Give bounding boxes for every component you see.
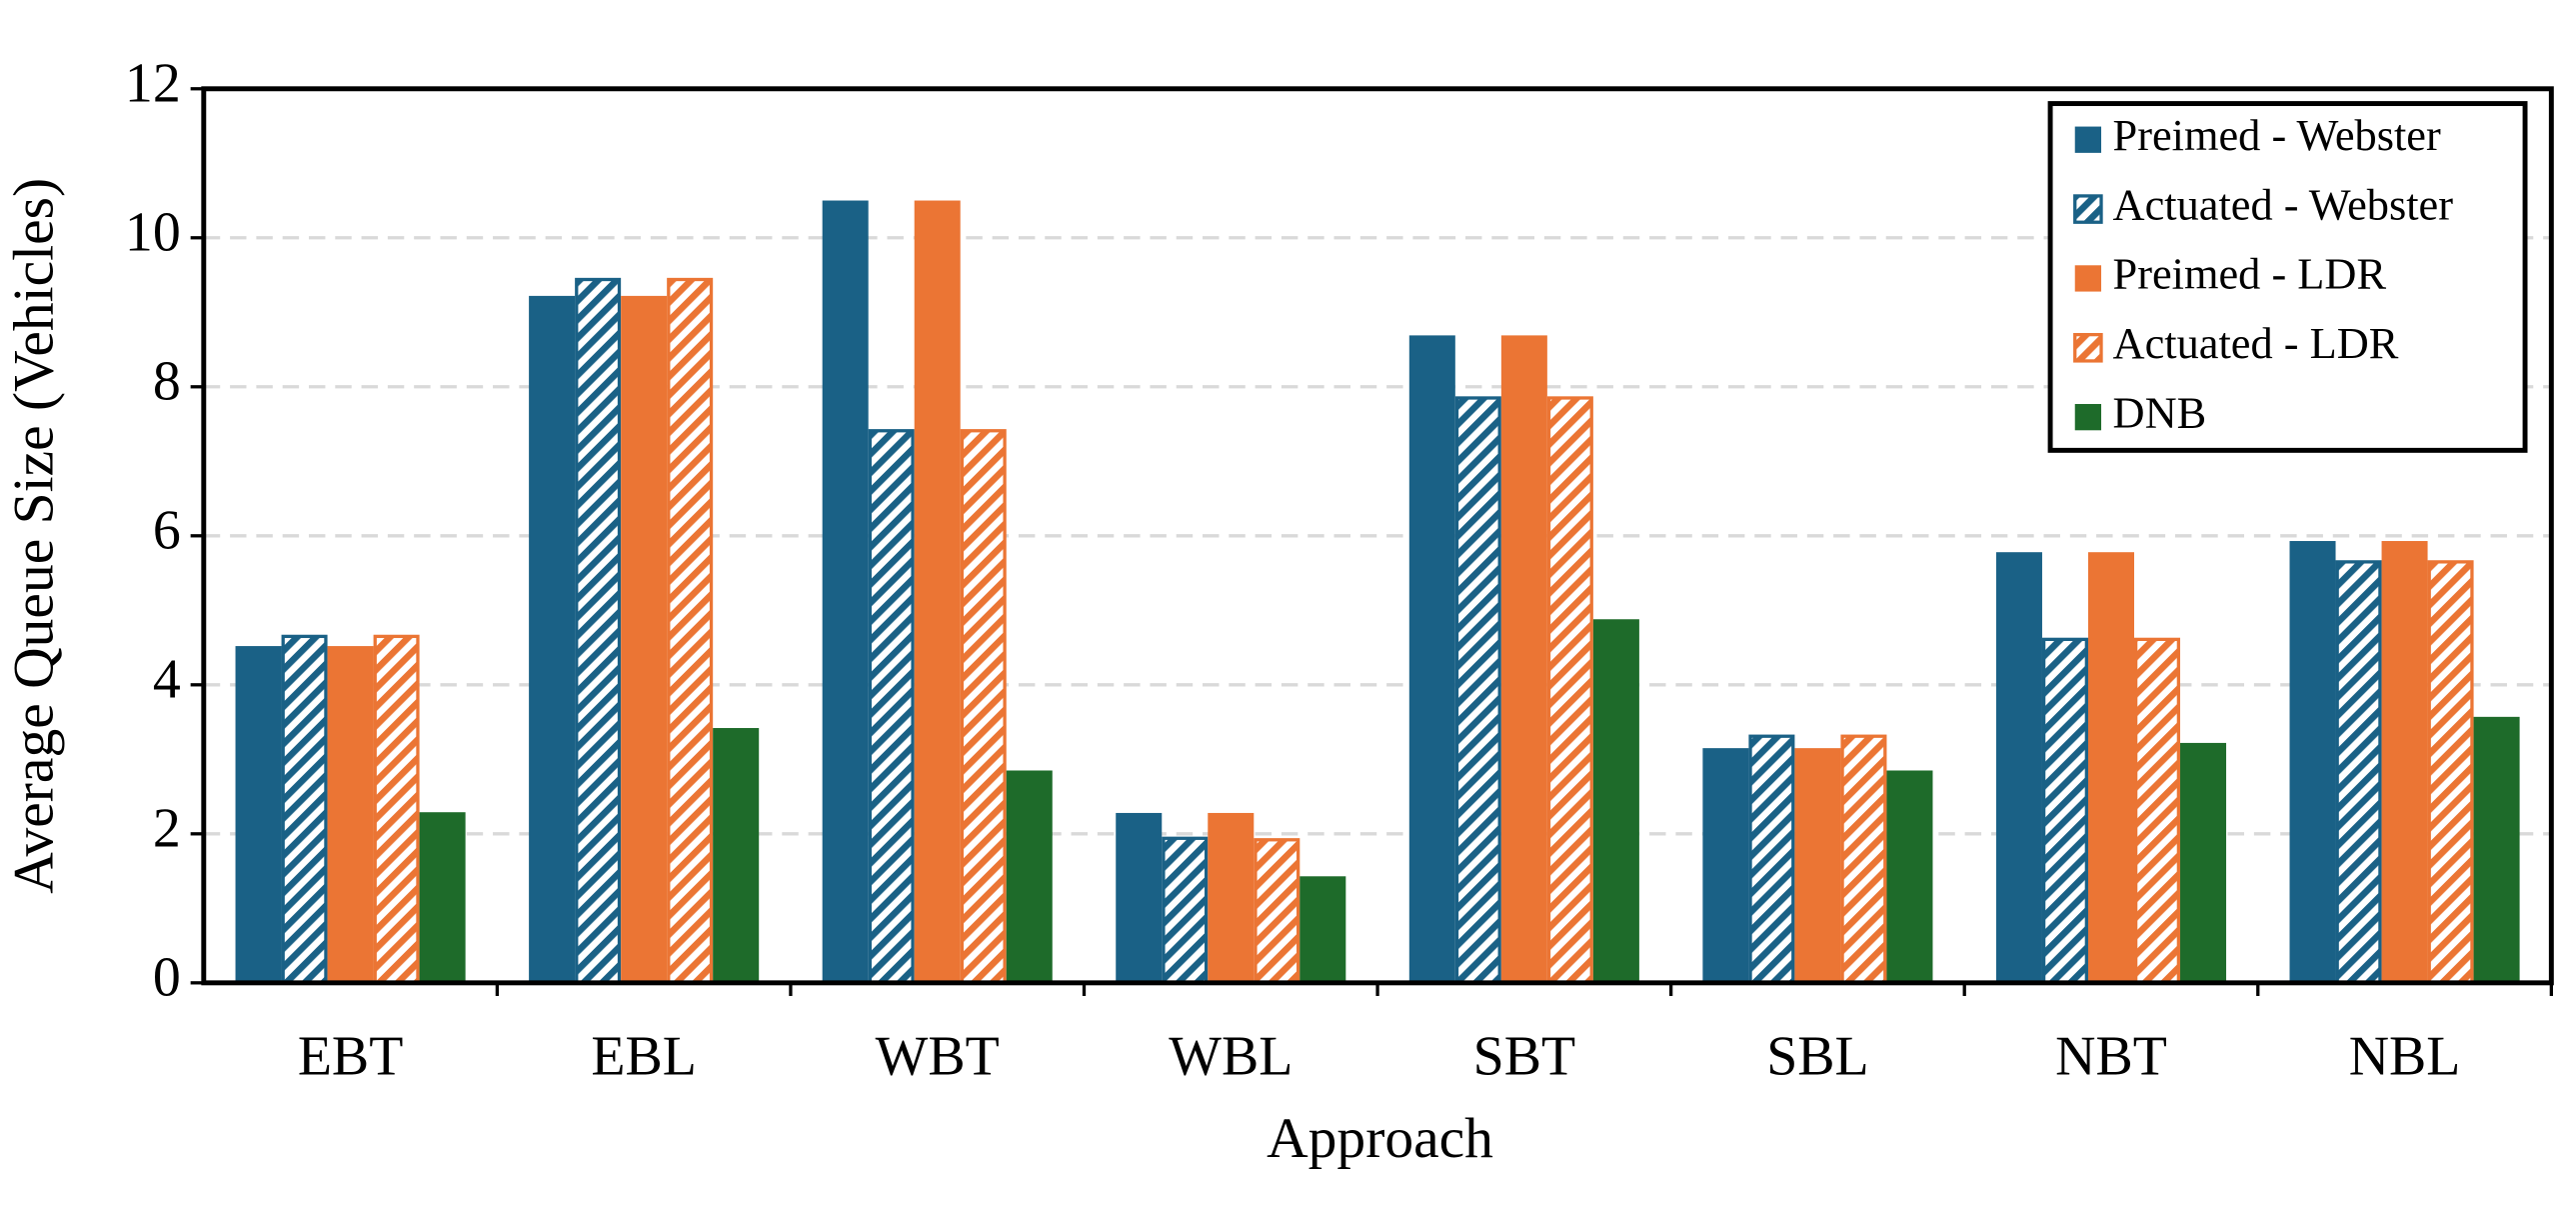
x-tick-label: SBT [1473, 1026, 1575, 1088]
legend-swatch [2074, 126, 2102, 153]
bar [2427, 560, 2474, 985]
bar [1748, 734, 1795, 985]
x-tick-label: WBL [1169, 1026, 1292, 1088]
bar [1500, 335, 1547, 983]
bar [1408, 335, 1455, 983]
legend-swatch [2073, 194, 2103, 224]
bar [1702, 748, 1749, 983]
bar [1006, 770, 1053, 983]
bar [2134, 637, 2181, 985]
legend-label: Preimed - Webster [2113, 110, 2441, 160]
legend-swatch [2073, 332, 2103, 363]
bar [2180, 742, 2227, 983]
x-tick-label: WBT [876, 1026, 1000, 1088]
x-tick-label: NBL [2349, 1026, 2461, 1088]
y-tick-label: 6 [153, 500, 181, 562]
y-axis-title: Average Queue Size (Vehicles) [3, 178, 66, 894]
bar [2087, 552, 2135, 983]
y-tick-label: 0 [153, 947, 181, 1009]
bar [1116, 812, 1163, 983]
legend-label: Actuated - LDR [2113, 318, 2399, 368]
bar [2473, 716, 2520, 983]
bar [868, 429, 915, 985]
x-tick-label: NBT [2055, 1026, 2167, 1088]
bar [1254, 838, 1300, 985]
legend-label: DNB [2113, 387, 2207, 437]
bar [960, 429, 1007, 985]
bar [2041, 637, 2088, 985]
x-tick-label: SBL [1766, 1026, 1868, 1088]
bar [621, 295, 668, 983]
bar [1454, 396, 1501, 985]
bar [2289, 541, 2336, 983]
bar [327, 646, 374, 983]
bar [2381, 541, 2428, 983]
x-tick-label: EBL [591, 1026, 697, 1088]
bar [667, 277, 714, 985]
plot-frame [201, 86, 2554, 986]
y-tick-label: 10 [125, 202, 181, 264]
legend-label: Preimed - LDR [2113, 249, 2387, 299]
bar [281, 634, 328, 985]
y-tick-label: 12 [125, 53, 181, 115]
bar [575, 277, 622, 985]
legend-label: Actuated - Webster [2113, 179, 2454, 229]
bar [1886, 770, 1933, 983]
bar [1995, 552, 2042, 983]
bar [914, 200, 961, 983]
bar [822, 200, 869, 983]
bar [1299, 876, 1346, 983]
bar [373, 634, 420, 985]
bar [419, 812, 466, 983]
legend-box [2047, 101, 2528, 453]
bar [529, 295, 576, 983]
legend-swatch [2074, 265, 2102, 292]
y-tick-label: 8 [153, 351, 181, 413]
bar [713, 728, 760, 983]
y-tick-label: 2 [153, 798, 181, 860]
bar [1162, 836, 1209, 985]
y-tick-label: 4 [153, 649, 181, 711]
legend-swatch [2074, 403, 2102, 431]
bar [1208, 812, 1255, 983]
bar [235, 646, 282, 983]
x-axis-title: Approach [1267, 1107, 1493, 1170]
bar [1592, 619, 1639, 983]
x-tick-label: EBT [298, 1026, 404, 1088]
bar [1840, 734, 1887, 985]
bar [1794, 748, 1841, 983]
bar [2335, 560, 2382, 985]
bar [1546, 396, 1593, 985]
